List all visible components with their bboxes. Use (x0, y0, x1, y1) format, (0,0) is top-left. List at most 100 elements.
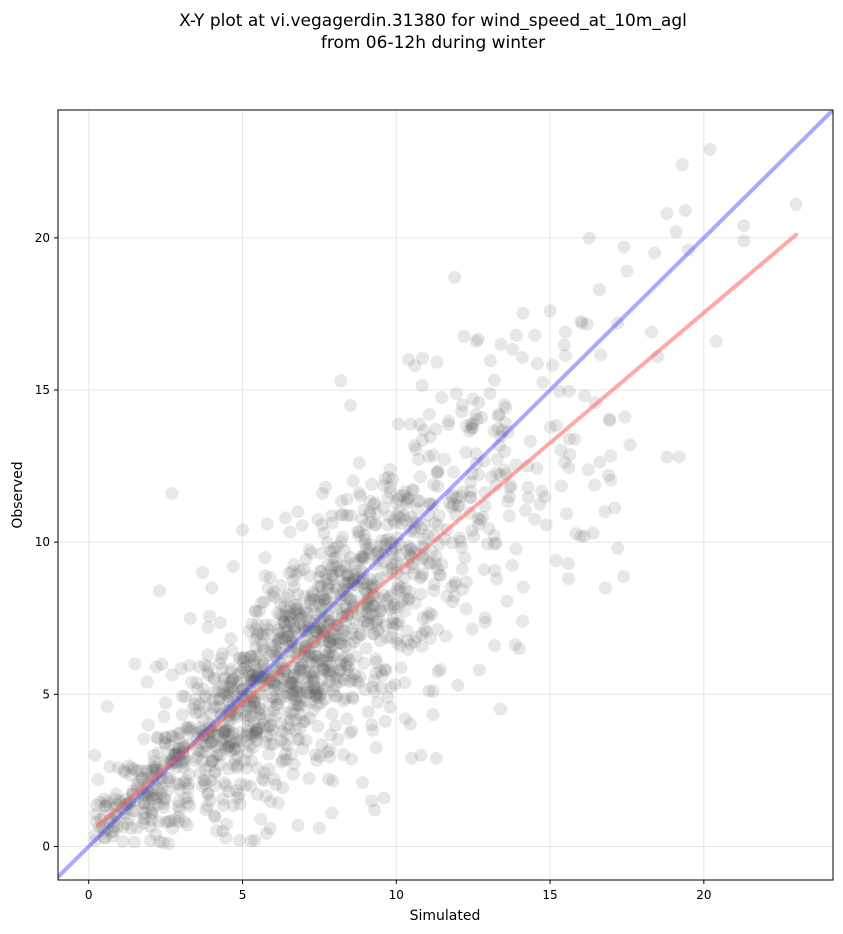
scatter-point (213, 691, 227, 705)
scatter-point (464, 417, 478, 431)
scatter-point (248, 833, 262, 847)
scatter-point (316, 662, 330, 676)
scatter-point (463, 424, 477, 438)
scatter-point (356, 550, 370, 564)
scatter-point (429, 549, 443, 563)
scatter-point (353, 670, 367, 684)
scatter-point (372, 591, 386, 605)
scatter-point (321, 580, 335, 594)
scatter-point (414, 587, 428, 601)
scatter-point (323, 743, 337, 757)
scatter-point (398, 485, 412, 499)
scatter-point (252, 702, 266, 716)
scatter-point (293, 699, 307, 713)
scatter-point (222, 740, 236, 754)
scatter-point (210, 740, 224, 754)
scatter-point (234, 777, 248, 791)
scatter-point (88, 748, 102, 762)
scatter-point (267, 691, 281, 705)
scatter-point (351, 630, 365, 644)
scatter-point (314, 604, 328, 618)
scatter-point (588, 478, 602, 492)
scatter-point (371, 545, 385, 559)
scatter-point (472, 663, 486, 677)
scatter-point (269, 709, 283, 723)
scatter-point (286, 767, 300, 781)
scatter-point (319, 568, 333, 582)
scatter-point (201, 787, 215, 801)
scatter-point (190, 743, 204, 757)
scatter-point (258, 569, 272, 583)
scatter-point (675, 158, 689, 172)
scatter-point (299, 552, 313, 566)
scatter-point (390, 582, 404, 596)
scatter-point (352, 486, 366, 500)
scatter-point (326, 622, 340, 636)
scatter-point (463, 491, 477, 505)
scatter-point (257, 773, 271, 787)
scatter-point (477, 454, 491, 468)
scatter-point (279, 689, 293, 703)
scatter-point (611, 541, 625, 555)
scatter-point (156, 797, 170, 811)
scatter-point (198, 773, 212, 787)
scatter-point (159, 731, 173, 745)
scatter-point (240, 727, 254, 741)
scatter-point (379, 619, 393, 633)
scatter-point (285, 676, 299, 690)
scatter-point (340, 492, 354, 506)
scatter-point (484, 470, 498, 484)
scatter-point (337, 624, 351, 638)
scatter-point (341, 576, 355, 590)
y-tick-label: 20 (35, 231, 50, 245)
scatter-point (298, 624, 312, 638)
scatter-point (226, 798, 240, 812)
scatter-point (141, 789, 155, 803)
scatter-point (340, 555, 354, 569)
scatter-point (310, 682, 324, 696)
scatter-point (393, 489, 407, 503)
scatter-point (370, 506, 384, 520)
scatter-point (259, 789, 273, 803)
scatter-point (270, 698, 284, 712)
scatter-point (243, 650, 257, 664)
scatter-point (329, 670, 343, 684)
scatter-point (402, 539, 416, 553)
scatter-point (239, 761, 253, 775)
scatter-point (345, 621, 359, 635)
scatter-point (302, 711, 316, 725)
scatter-point (521, 491, 535, 505)
scatter-point (397, 591, 411, 605)
scatter-point (217, 776, 231, 790)
y-tick-label: 10 (35, 535, 50, 549)
scatter-point (408, 359, 422, 373)
scatter-point (217, 687, 231, 701)
scatter-point (498, 445, 512, 459)
scatter-point (328, 541, 342, 555)
scatter-point (374, 604, 388, 618)
scatter-point (179, 721, 193, 735)
scatter-point (299, 602, 313, 616)
scatter-point (482, 521, 496, 535)
scatter-point (383, 485, 397, 499)
scatter-point (494, 337, 508, 351)
scatter-point (147, 748, 161, 762)
scatter-point (219, 779, 233, 793)
scatter-point (223, 744, 237, 758)
scatter-point (381, 518, 394, 532)
scatter-point (137, 788, 151, 802)
scatter-point (375, 534, 389, 548)
scatter-point (167, 813, 181, 827)
scatter-point (276, 753, 290, 767)
scatter-point (233, 686, 247, 700)
scatter-point (257, 657, 271, 671)
scatter-point (321, 558, 335, 572)
scatter-point (370, 573, 384, 587)
scatter-point (320, 663, 334, 677)
scatter-point (299, 734, 313, 748)
scatter-point (368, 558, 382, 572)
scatter-point (240, 708, 254, 722)
scatter-point (218, 672, 232, 686)
scatter-point (480, 537, 494, 551)
scatter-point (105, 829, 119, 843)
